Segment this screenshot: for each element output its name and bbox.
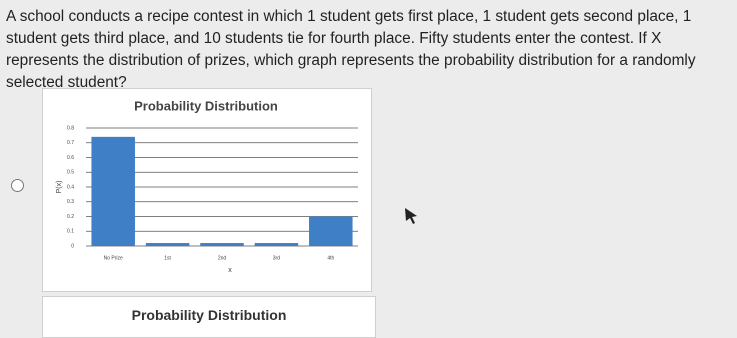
y-axis-label: P(x) — [56, 181, 63, 194]
answer-option[interactable]: Probability Distribution — [42, 296, 376, 338]
x-tick-label: 4th — [327, 255, 334, 261]
bar — [200, 243, 244, 246]
y-tick-label: 0.2 — [67, 214, 74, 220]
y-tick-label: 0 — [71, 243, 74, 249]
y-tick-label: 0.3 — [67, 199, 74, 205]
x-tick-label: 2nd — [218, 255, 227, 261]
x-tick-label: 3rd — [273, 255, 280, 261]
bar — [254, 243, 299, 246]
bar — [91, 136, 135, 246]
y-tick-label: 0.8 — [67, 125, 74, 131]
bar — [309, 216, 353, 246]
x-tick-label: 1st — [164, 255, 171, 261]
x-tick-label: No Prize — [104, 255, 123, 261]
y-tick-label: 0.1 — [67, 229, 74, 235]
cursor — [405, 208, 417, 224]
option-title: Probability Distribution — [131, 307, 287, 323]
bar — [145, 243, 190, 246]
y-tick-label: 0.6 — [67, 155, 74, 161]
y-tick-label: 0.4 — [67, 184, 74, 190]
radio-button[interactable] — [11, 179, 24, 192]
question-text: A school conducts a recipe contest in wh… — [6, 8, 696, 91]
y-tick-label: 0.7 — [67, 140, 74, 146]
y-tick-label: 0.5 — [67, 170, 74, 176]
chart-title: Probability Distribution — [134, 98, 278, 113]
x-axis-label: x — [228, 267, 232, 274]
